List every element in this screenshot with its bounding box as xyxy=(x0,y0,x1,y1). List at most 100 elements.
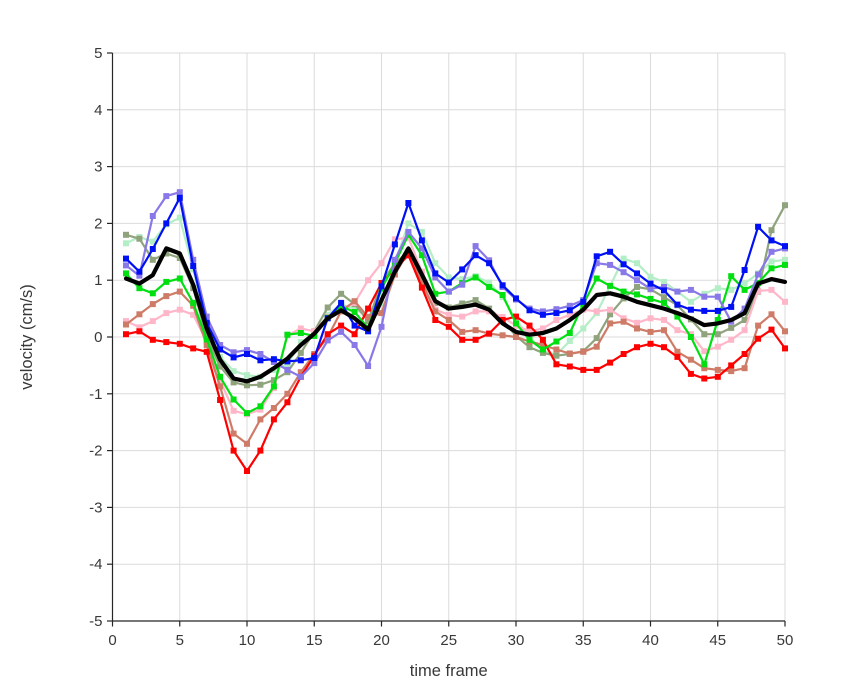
marker xyxy=(123,331,129,338)
marker xyxy=(755,288,762,294)
marker xyxy=(486,284,493,290)
marker xyxy=(338,303,345,310)
marker xyxy=(378,310,385,317)
marker xyxy=(526,344,533,351)
marker xyxy=(123,231,129,238)
marker xyxy=(513,313,519,320)
marker xyxy=(244,440,250,447)
marker xyxy=(553,361,560,368)
marker xyxy=(768,258,775,265)
marker xyxy=(782,202,788,209)
marker xyxy=(405,220,412,227)
marker xyxy=(217,383,224,390)
marker xyxy=(217,346,224,353)
marker xyxy=(284,366,291,373)
marker xyxy=(324,337,331,344)
marker xyxy=(270,383,277,390)
marker xyxy=(553,310,560,317)
marker xyxy=(513,317,519,323)
marker xyxy=(728,336,735,343)
marker xyxy=(163,310,170,317)
marker xyxy=(284,331,291,338)
marker xyxy=(378,323,385,330)
marker xyxy=(661,317,667,323)
marker xyxy=(244,382,250,389)
marker xyxy=(741,327,748,334)
marker xyxy=(768,227,775,234)
marker xyxy=(674,313,681,320)
y-tick-label: -4 xyxy=(89,556,102,573)
marker xyxy=(566,338,573,344)
marker xyxy=(486,330,493,337)
marker xyxy=(768,326,775,333)
series-layer xyxy=(123,189,788,474)
marker xyxy=(620,255,627,262)
marker xyxy=(472,336,479,343)
marker xyxy=(593,275,600,282)
marker xyxy=(620,269,627,276)
marker xyxy=(728,324,735,331)
marker xyxy=(741,286,748,293)
marker xyxy=(459,336,466,343)
y-tick-label: -3 xyxy=(89,499,102,516)
series-line-olive-green xyxy=(124,204,787,387)
marker xyxy=(459,300,466,307)
x-tick-label: 5 xyxy=(176,632,184,649)
marker xyxy=(297,349,304,356)
marker xyxy=(634,270,640,277)
marker xyxy=(593,366,600,373)
marker xyxy=(661,299,667,306)
y-tick-label: 1 xyxy=(94,272,102,289)
marker xyxy=(459,276,466,283)
marker xyxy=(741,280,748,287)
marker xyxy=(634,277,640,284)
marker xyxy=(741,317,748,323)
marker xyxy=(230,447,237,454)
marker xyxy=(190,311,197,318)
marker xyxy=(701,375,708,382)
marker xyxy=(661,284,667,290)
x-tick-label: 20 xyxy=(373,632,390,649)
marker xyxy=(513,295,519,302)
marker xyxy=(647,340,654,347)
marker xyxy=(459,313,466,320)
marker xyxy=(163,339,170,346)
marker xyxy=(701,307,708,314)
marker xyxy=(445,279,452,286)
marker xyxy=(674,301,681,308)
marker xyxy=(270,377,277,384)
marker xyxy=(728,286,735,293)
y-tick-label: -2 xyxy=(89,443,102,460)
marker xyxy=(728,368,735,375)
x-tick-label: 25 xyxy=(440,632,457,649)
marker xyxy=(149,213,156,219)
marker xyxy=(257,403,264,410)
marker xyxy=(351,331,358,338)
marker xyxy=(580,348,587,355)
y-axis-label: velocity (cm/s) xyxy=(18,284,36,389)
marker xyxy=(176,275,183,282)
marker xyxy=(136,268,143,275)
marker xyxy=(714,331,721,338)
marker xyxy=(607,306,614,313)
marker xyxy=(297,339,304,346)
marker xyxy=(728,273,735,280)
marker xyxy=(163,220,170,227)
marker xyxy=(270,416,277,423)
marker xyxy=(620,351,627,357)
marker xyxy=(634,344,640,351)
marker xyxy=(553,346,560,353)
marker xyxy=(661,287,667,294)
series-pale-green xyxy=(123,214,788,380)
marker xyxy=(365,314,372,321)
marker xyxy=(257,447,264,454)
marker xyxy=(378,260,385,267)
marker xyxy=(391,236,398,243)
marker xyxy=(539,349,546,356)
marker xyxy=(741,351,748,357)
y-tick-label: 5 xyxy=(94,45,102,62)
marker xyxy=(661,278,667,285)
marker xyxy=(351,309,358,315)
marker xyxy=(270,405,277,411)
marker xyxy=(768,248,775,255)
